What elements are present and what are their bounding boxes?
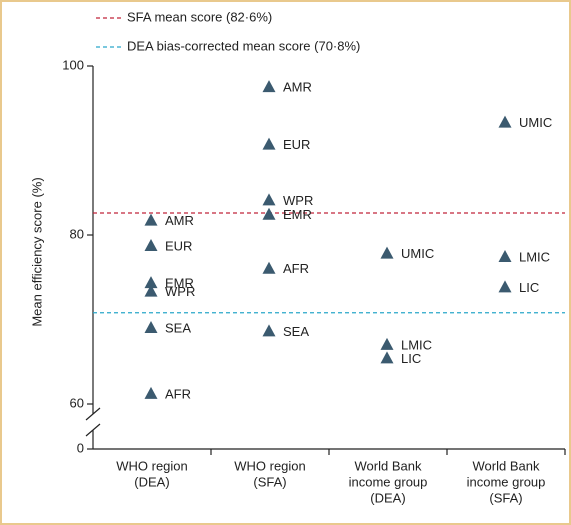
marker [262, 207, 276, 220]
marker [262, 193, 276, 206]
marker [144, 213, 158, 226]
axis-break [85, 423, 101, 437]
point-label: AFR [283, 261, 309, 276]
x-tick-label: World Bank [473, 458, 540, 473]
y-tick-label: 80 [70, 226, 84, 241]
y-axis-label: Mean efficiency score (%) [29, 177, 44, 326]
x-tick-label: (DEA) [370, 490, 405, 505]
legend-label: SFA mean score (82·6%) [127, 9, 272, 24]
marker [262, 324, 276, 337]
marker [498, 280, 512, 293]
point-label: EMR [165, 276, 194, 291]
point-label: LIC [519, 280, 539, 295]
point-label: EUR [165, 238, 192, 253]
point-label: AMR [283, 80, 312, 95]
x-tick-label: (SFA) [253, 474, 286, 489]
marker [262, 80, 276, 93]
marker [380, 351, 394, 364]
point-label: LIC [401, 351, 421, 366]
marker [498, 115, 512, 128]
point-label: AMR [165, 213, 194, 228]
x-tick-label: WHO region [234, 458, 306, 473]
point-label: EUR [283, 137, 310, 152]
point-label: LMIC [519, 249, 550, 264]
marker [144, 276, 158, 289]
point-label: LMIC [401, 337, 432, 352]
x-tick-label: income group [349, 474, 428, 489]
point-label: UMIC [519, 115, 552, 130]
y-tick-label: 0 [77, 440, 84, 455]
y-tick-label: 60 [70, 395, 84, 410]
marker [262, 137, 276, 150]
point-label: SEA [165, 320, 191, 335]
x-tick-label: (DEA) [134, 474, 169, 489]
x-tick-label: World Bank [355, 458, 422, 473]
marker [144, 284, 158, 297]
x-tick-label: (SFA) [489, 490, 522, 505]
point-label: EMR [283, 207, 312, 222]
point-label: AFR [165, 386, 191, 401]
point-label: SEA [283, 324, 309, 339]
marker [144, 238, 158, 251]
marker [262, 261, 276, 274]
marker [380, 246, 394, 259]
marker [144, 320, 158, 333]
x-tick-label: WHO region [116, 458, 188, 473]
point-label: WPR [165, 284, 195, 299]
marker [498, 249, 512, 262]
legend-label: DEA bias-corrected mean score (70·8%) [127, 38, 360, 53]
marker [144, 386, 158, 399]
y-tick-label: 100 [62, 57, 84, 72]
point-label: UMIC [401, 246, 434, 261]
x-tick-label: income group [467, 474, 546, 489]
point-label: WPR [283, 193, 313, 208]
axis-break [85, 407, 101, 421]
marker [380, 337, 394, 350]
